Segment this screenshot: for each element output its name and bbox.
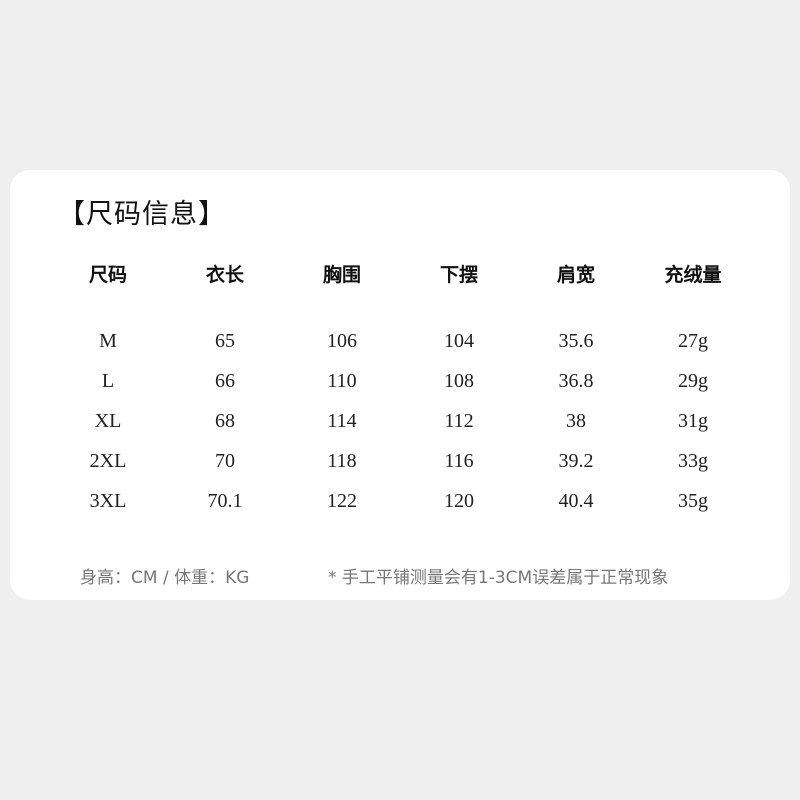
size-chart-title: 【尺码信息】 [58,199,226,230]
table-cell: 36.8 [558,370,594,392]
table-cell: 122 [327,490,357,512]
table-cell: M [99,330,117,352]
table-cell: 3XL [89,490,127,512]
table-cell: 66 [215,370,235,392]
table-cell: 38 [566,410,586,432]
column-header: 胸围 [322,264,361,286]
table-cell: 110 [327,370,357,392]
table-cell: 40.4 [558,490,594,512]
size-chart-card: 【尺码信息】 尺码 衣长 胸围 下摆 肩宽 充绒量 M 65 106 104 35.6 27g L 66 1… [10,170,790,600]
table-header-row: 尺码 衣长 胸围 下摆 肩宽 充绒量 [10,260,790,290]
column-header: 衣长 [205,264,244,286]
column-header: 充绒量 [664,264,722,286]
table-cell: 35g [678,490,708,512]
column-header: 下摆 [439,264,478,286]
table-cell: 31g [678,410,708,432]
table-cell: 120 [444,490,474,512]
measurement-note: * 手工平铺测量会有1-3CM误差属于正常现象 [328,568,669,588]
table-cell: 70.1 [207,490,243,512]
table-cell: 27g [678,330,708,352]
table-cell: 2XL [89,450,127,472]
table-cell: 116 [444,450,474,472]
table-cell: 35.6 [558,330,594,352]
column-header: 尺码 [88,264,127,286]
table-cell: 118 [327,450,357,472]
table-cell: 65 [215,330,235,352]
table-cell: 68 [215,410,235,432]
table-row: 2XL 70 118 116 39.2 33g [10,450,790,480]
table-cell: 70 [215,450,235,472]
table-row: XL 68 114 112 38 31g [10,410,790,440]
table-cell: 106 [327,330,357,352]
table-cell: 112 [444,410,474,432]
table-cell: 39.2 [558,450,594,472]
table-cell: 33g [678,450,708,472]
table-cell: 114 [327,410,357,432]
unit-note: 身高：CM / 体重：KG [80,568,250,588]
table-cell: 29g [678,370,708,392]
table-cell: L [101,370,115,392]
table-row: L 66 110 108 36.8 29g [10,370,790,400]
table-row: 3XL 70.1 122 120 40.4 35g [10,490,790,520]
table-cell: 104 [444,330,474,352]
column-header: 肩宽 [556,264,595,286]
table-cell: 108 [444,370,474,392]
table-cell: XL [94,410,122,432]
table-row: M 65 106 104 35.6 27g [10,330,790,360]
